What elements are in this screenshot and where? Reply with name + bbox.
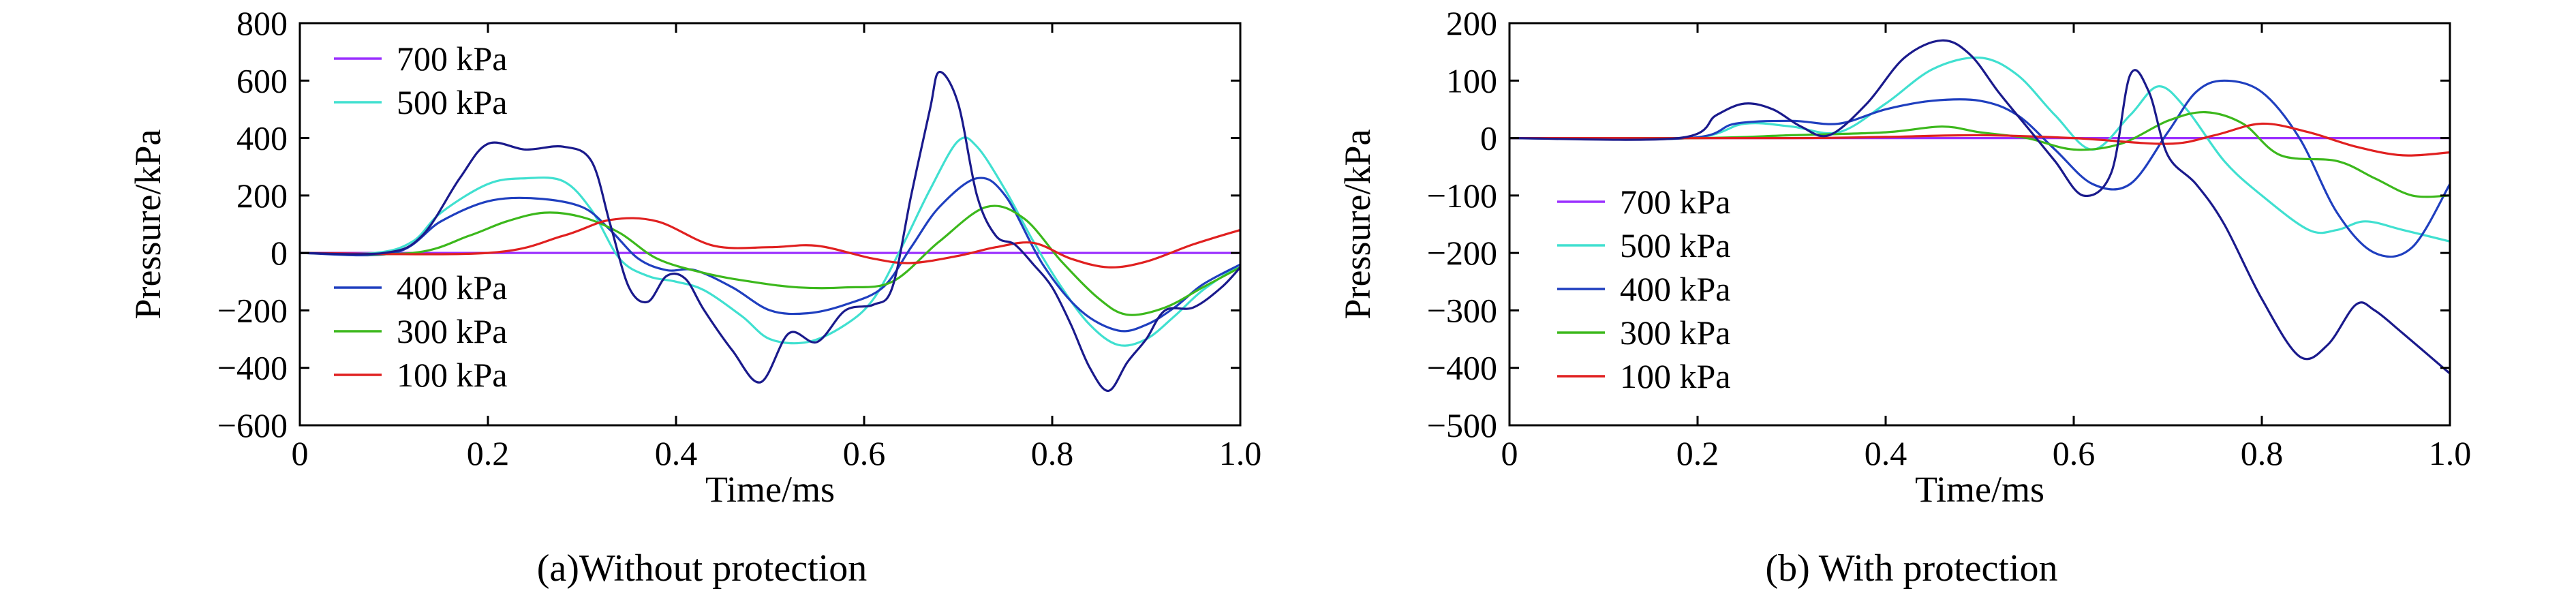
chart-panel-2: 0 0.2 0.4 0.6 0.8 1.0 −500 −400 −300 −200 −100 0 100… xyxy=(1337,4,2471,590)
y-tick-label: −400 xyxy=(217,349,288,387)
series-line-400-kpa xyxy=(300,177,1240,333)
plot-frame xyxy=(298,22,1242,427)
series-line-100-kpa xyxy=(1509,122,2450,157)
legend-entry: 700 kPa xyxy=(397,40,508,78)
series-line-unlabeled-5 xyxy=(1509,39,2450,375)
y-tick-label: −500 xyxy=(1427,406,1497,444)
y-tick-label: −600 xyxy=(217,406,288,444)
x-tick-label: 0.8 xyxy=(1031,434,1074,472)
y-tick-label: −200 xyxy=(217,291,288,329)
legend-entry: 100 kPa xyxy=(397,356,508,394)
x-axis-label: Time/ms xyxy=(705,469,835,510)
series-line-300-kpa xyxy=(300,204,1240,316)
x-tick-label: 0 xyxy=(292,434,309,472)
y-tick-label: 0 xyxy=(271,234,288,272)
y-tick-label: 800 xyxy=(236,4,288,42)
series-group xyxy=(1509,39,2450,375)
y-tick-label: 0 xyxy=(1480,119,1497,157)
y-axis-label: Pressure/kPa xyxy=(1337,129,1378,319)
chart-panel-1: 0 0.2 0.4 0.6 0.8 1.0 −600 −400 −200 0 200 400 600 80… xyxy=(127,4,1261,590)
x-tick-label: 0.6 xyxy=(843,434,886,472)
legend-entry: 300 kPa xyxy=(397,312,508,350)
x-tick-label: 0 xyxy=(1501,434,1518,472)
legend: 400 kPa 300 kPa 100 kPa xyxy=(334,269,508,394)
x-tick-label: 1.0 xyxy=(2429,434,2472,472)
series-line-unlabeled-5 xyxy=(300,71,1240,392)
series-line-400-kpa xyxy=(1509,79,2450,258)
series-line-300-kpa xyxy=(1509,110,2450,198)
legend-entry: 100 kPa xyxy=(1620,357,1731,395)
y-tick-label: −200 xyxy=(1427,234,1497,272)
x-tick-label: 0.8 xyxy=(2241,434,2284,472)
legend-entry: 400 kPa xyxy=(397,269,508,307)
x-tick-label: 1.0 xyxy=(1219,434,1262,472)
x-axis-label: Time/ms xyxy=(1915,469,2044,510)
legend-entry: 500 kPa xyxy=(397,83,508,121)
legend: 700 kPa 500 kPa xyxy=(334,40,508,121)
y-tick-label: 400 xyxy=(236,119,288,157)
y-tick-label: −400 xyxy=(1427,349,1497,387)
series-line-500-kpa xyxy=(1509,56,2450,243)
legend-entry: 300 kPa xyxy=(1620,314,1731,352)
plot-frame xyxy=(1508,22,2451,427)
y-axis-label: Pressure/kPa xyxy=(127,129,168,319)
x-tick-label: 0.4 xyxy=(655,434,698,472)
y-tick-label: 200 xyxy=(1446,4,1497,42)
x-tick-label: 0.2 xyxy=(1676,434,1719,472)
y-tick-label: 600 xyxy=(236,61,288,100)
series-group xyxy=(300,71,1240,392)
x-tick-label: 0.4 xyxy=(1865,434,1907,472)
legend-entry: 700 kPa xyxy=(1620,183,1731,221)
x-tick-label: 0.2 xyxy=(467,434,510,472)
y-tick-label: 200 xyxy=(236,177,288,215)
legend: 700 kPa 500 kPa 400 kPa 300 kPa 100 kPa xyxy=(1557,183,1731,395)
y-tick-label: −100 xyxy=(1427,177,1497,215)
series-line-100-kpa xyxy=(300,217,1240,269)
panel-caption: (a)Without protection xyxy=(537,547,867,590)
x-tick-label: 0.6 xyxy=(2053,434,2096,472)
y-tick-label: 100 xyxy=(1446,61,1497,100)
legend-entry: 400 kPa xyxy=(1620,270,1731,308)
legend-entry: 500 kPa xyxy=(1620,226,1731,264)
panel-caption: (b) With protection xyxy=(1765,547,2057,590)
series-line-500-kpa xyxy=(300,136,1240,347)
y-tick-label: −300 xyxy=(1427,291,1497,329)
